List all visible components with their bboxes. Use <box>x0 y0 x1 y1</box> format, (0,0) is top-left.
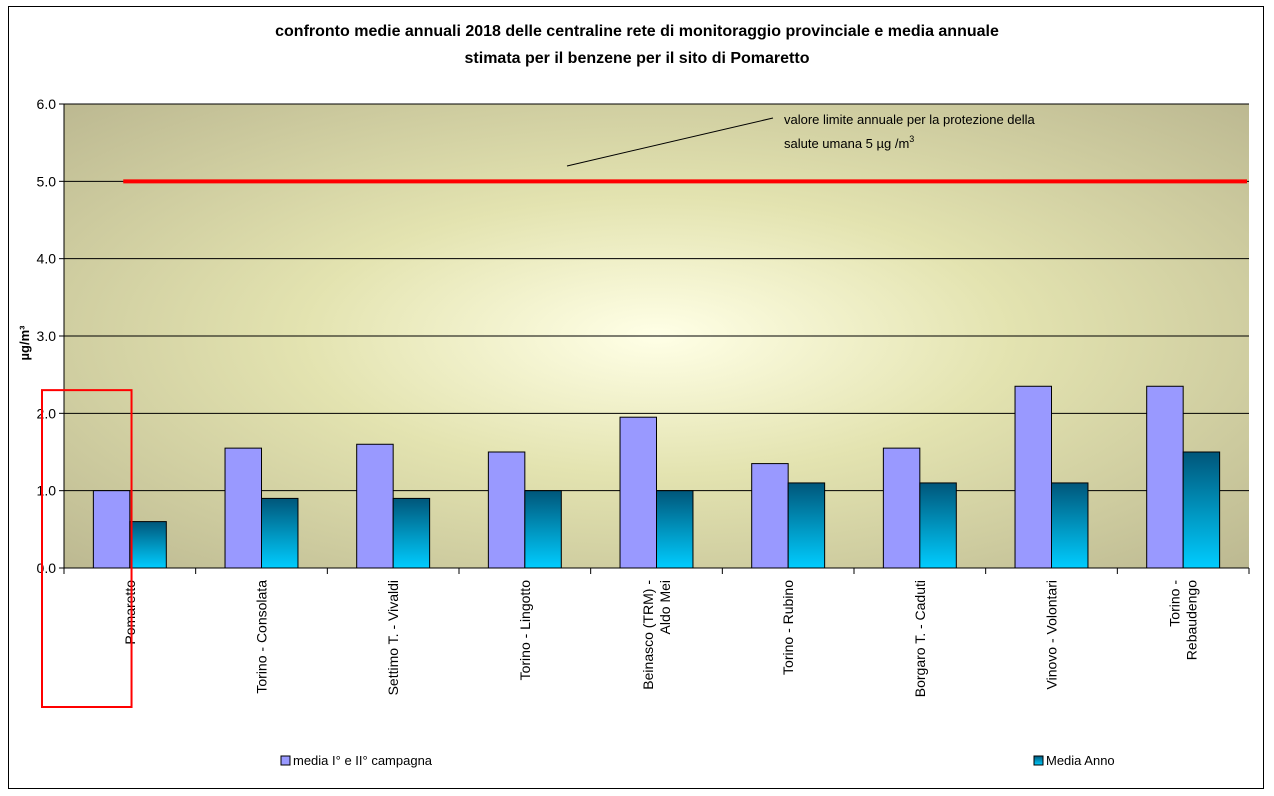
legend-swatch-media-anno <box>1033 755 1044 766</box>
y-tick-label: 4.0 <box>37 251 57 267</box>
category-label: Vinovo - Volontari <box>1044 580 1060 689</box>
annotation-text-line-1: valore limite annuale per la protezione … <box>784 112 1036 127</box>
y-tick-label: 0.0 <box>37 560 57 576</box>
legend-label-media-anno: Media Anno <box>1046 753 1115 768</box>
y-tick-label: 5.0 <box>37 173 57 189</box>
bar-campagna <box>619 416 657 569</box>
highlight-box-pomaretto <box>41 389 133 708</box>
annotation-text-line-2: salute umana 5 µg /m3 <box>784 134 914 151</box>
bars <box>92 385 1221 569</box>
bar-campagna <box>1146 385 1184 569</box>
annotation-pointer <box>566 117 774 167</box>
category-labels: Pomaretto Torino - Consolata Settimo T. - … <box>122 580 1200 698</box>
chart-title-line-2: stimata per il benzene per il sito di Po… <box>465 50 810 67</box>
bar-media-anno <box>1182 451 1221 569</box>
category-label: Torino - <box>1167 580 1183 627</box>
bar-media-anno <box>524 490 562 569</box>
bar-media-anno <box>1051 482 1089 569</box>
bar-media-anno <box>129 521 167 569</box>
benzene-bar-chart: confronto medie annuali 2018 delle centr… <box>17 23 1250 768</box>
bar-media-anno <box>392 497 431 569</box>
chart-frame: confronto medie annuali 2018 delle centr… <box>8 6 1264 789</box>
category-label: Borgaro T. - Caduti <box>912 580 928 697</box>
y-axis-ticks: 0.0 1.0 2.0 3.0 4.0 5.0 6.0 <box>37 96 64 576</box>
annotation-superscript: 3 <box>909 134 914 144</box>
legend-swatch-campagna <box>280 755 291 766</box>
legend: media I° e II° campagna Media Anno <box>280 753 1115 768</box>
category-label: Torino - Consolata <box>254 580 270 694</box>
annotation-text-main: salute umana 5 µg /m <box>784 136 909 151</box>
bar-campagna <box>356 443 394 569</box>
y-tick-label: 3.0 <box>37 328 57 344</box>
bar-campagna <box>751 463 789 569</box>
category-label: Pomaretto <box>122 580 138 645</box>
y-tick-label: 2.0 <box>37 405 57 421</box>
bar-campagna <box>487 451 526 569</box>
legend-label-campagna: media I° e II° campagna <box>293 753 433 768</box>
chart-title-line-1: confronto medie annuali 2018 delle centr… <box>275 23 999 40</box>
bar-media-anno <box>656 490 694 569</box>
category-label: Aldo Mei <box>657 580 673 634</box>
limit-annotation: valore limite annuale per la protezione … <box>566 112 1036 167</box>
category-label: Torino - Lingotto <box>517 580 533 681</box>
category-label: Settimo T. - Vivaldi <box>385 580 401 695</box>
y-tick-label: 1.0 <box>37 483 57 499</box>
bar-campagna <box>92 490 131 569</box>
category-label: Torino - Rubino <box>780 580 796 675</box>
category-label: Rebaudengo <box>1184 580 1200 660</box>
x-axis-ticks <box>63 568 1250 574</box>
y-axis-label: µg/m³ <box>17 325 32 361</box>
bar-media-anno <box>787 482 826 569</box>
bar-campagna <box>224 447 263 569</box>
bar-campagna <box>882 447 921 569</box>
bar-campagna <box>1014 385 1052 569</box>
y-tick-label: 6.0 <box>37 96 57 112</box>
category-label: Beinasco (TRM) - <box>640 580 656 690</box>
bar-media-anno <box>919 482 957 569</box>
bar-media-anno <box>261 497 299 569</box>
